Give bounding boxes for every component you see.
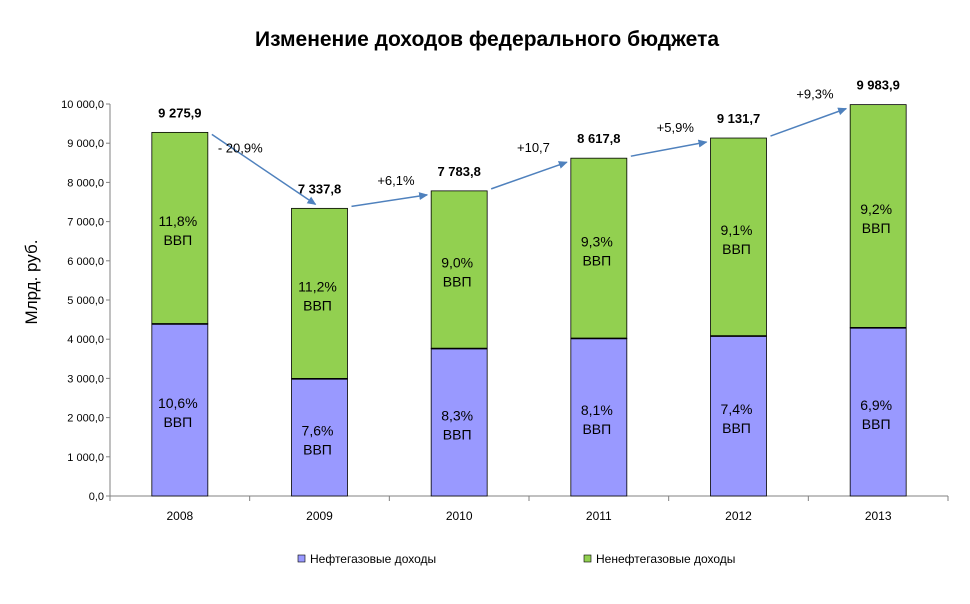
x-tick-label: 2009 <box>306 509 333 523</box>
bar-total-label: 9 131,7 <box>717 111 760 126</box>
bar-oil-gas-2013[interactable] <box>849 327 907 497</box>
legend: Нефтегазовые доходы Ненефтегазовые доходы <box>297 552 735 566</box>
growth-label: +5,9% <box>657 120 695 135</box>
segment-label-non-oil-gas-pct: 9,2% <box>860 201 892 217</box>
x-tick-label: 2008 <box>166 509 193 523</box>
growth-label: - 20,9% <box>218 140 263 155</box>
bar-oil-gas-2008[interactable] <box>151 323 209 497</box>
legend-label: Нефтегазовые доходы <box>310 552 436 566</box>
segment-label-non-oil-gas-pct: 11,8% <box>158 213 197 229</box>
y-tick-label: 6 000,0 <box>67 256 104 268</box>
bar-non-oil-gas-2010[interactable] <box>430 190 488 350</box>
segment-label-non-oil-gas-pct: 9,0% <box>441 255 473 271</box>
y-tick-label: 4 000,0 <box>67 334 104 346</box>
bar-non-oil-gas-2011[interactable] <box>570 157 628 339</box>
segment-label-oil-gas-pct: 10,6% <box>158 395 198 411</box>
x-tick-label: 2010 <box>446 509 473 523</box>
bar-total-label: 7 783,8 <box>437 164 480 179</box>
segment-label-oil-gas-unit: ВВП <box>862 416 891 432</box>
legend-swatch <box>297 554 306 563</box>
bar-total-label: 9 275,9 <box>158 105 201 120</box>
segment-label-non-oil-gas-unit: ВВП <box>862 220 891 236</box>
segment-label-oil-gas-unit: ВВП <box>303 441 332 457</box>
legend-swatch <box>583 554 592 563</box>
y-tick-label: 8 000,0 <box>67 177 104 189</box>
growth-arrow <box>630 139 708 157</box>
segment-label-non-oil-gas-pct: 9,3% <box>581 233 613 249</box>
legend-label: Ненефтегазовые доходы <box>596 552 735 566</box>
segment-label-non-oil-gas-unit: ВВП <box>163 232 192 248</box>
y-tick-label: 9 000,0 <box>67 138 104 150</box>
segment-label-oil-gas-pct: 8,1% <box>581 402 613 418</box>
growth-arrow <box>211 133 317 205</box>
bar-non-oil-gas-2012[interactable] <box>710 137 767 337</box>
x-tick-label: 2013 <box>865 509 892 523</box>
y-tick-label: 2 000,0 <box>67 413 104 425</box>
growth-arrow <box>490 161 568 190</box>
y-tick-label: 10 000,0 <box>61 99 104 111</box>
segment-label-non-oil-gas-pct: 11,2% <box>298 279 337 295</box>
chart-title: Изменение доходов федерального бюджета <box>255 28 719 51</box>
growth-label: +9,3% <box>796 87 834 102</box>
segment-label-oil-gas-pct: 7,6% <box>302 422 334 438</box>
segment-label-non-oil-gas-unit: ВВП <box>443 274 472 290</box>
growth-arrow <box>351 192 429 208</box>
y-tick-label: 7 000,0 <box>67 217 104 229</box>
y-tick-label: 1 000,0 <box>67 452 104 464</box>
y-tick-label: 3 000,0 <box>67 373 104 385</box>
y-axis-label: Млрд. руб. <box>22 240 41 325</box>
segment-label-non-oil-gas-unit: ВВП <box>582 252 611 268</box>
plot-area: 0,0 1 000,0 2 000,0 3 000,0 4 000,0 5 000,0 6 … <box>61 78 949 523</box>
growth-label: +6,1% <box>377 173 415 188</box>
segment-label-non-oil-gas-pct: 9,1% <box>721 222 753 238</box>
segment-label-non-oil-gas-unit: ВВП <box>722 241 751 257</box>
bar-non-oil-gas-2009[interactable] <box>291 207 348 380</box>
x-tick-label: 2012 <box>725 509 752 523</box>
segment-label-oil-gas-pct: 7,4% <box>721 401 753 417</box>
bar-total-label: 9 983,9 <box>856 78 899 93</box>
bar-oil-gas-2012[interactable] <box>710 335 767 497</box>
bar-oil-gas-2010[interactable] <box>430 348 488 497</box>
segment-label-oil-gas-unit: ВВП <box>163 414 192 430</box>
growth-label: +10,7 <box>517 140 550 155</box>
segment-label-oil-gas-unit: ВВП <box>722 420 751 436</box>
bar-oil-gas-2011[interactable] <box>570 338 628 497</box>
bar-non-oil-gas-2008[interactable] <box>151 131 209 325</box>
x-tick-label: 2011 <box>586 509 612 523</box>
segment-label-non-oil-gas-unit: ВВП <box>303 298 332 314</box>
y-tick-label: 0,0 <box>89 491 104 503</box>
bar-total-label: 8 617,8 <box>577 131 620 146</box>
segment-label-oil-gas-unit: ВВП <box>443 426 472 442</box>
y-tick-label: 5 000,0 <box>67 295 104 307</box>
bar-total-label: 7 337,8 <box>298 181 341 196</box>
growth-arrow <box>770 107 848 137</box>
segment-label-oil-gas-pct: 8,3% <box>441 407 473 423</box>
segment-label-oil-gas-pct: 6,9% <box>860 397 892 413</box>
segment-label-oil-gas-unit: ВВП <box>582 421 611 437</box>
